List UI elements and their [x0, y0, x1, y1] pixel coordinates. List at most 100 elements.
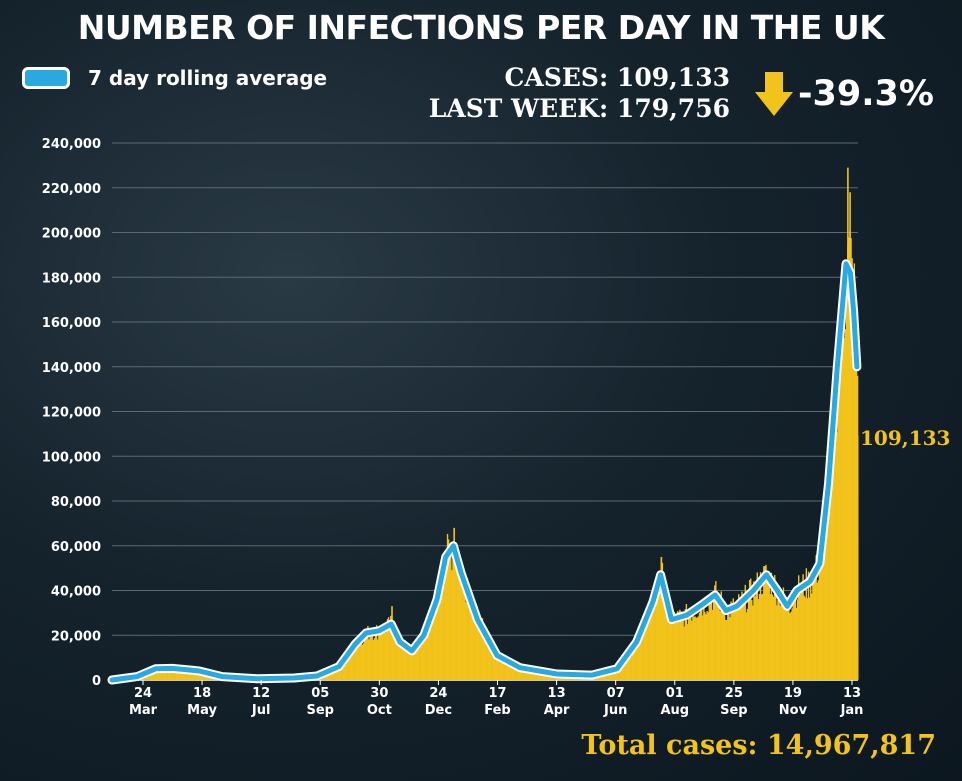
daily-case-bar — [738, 594, 740, 680]
daily-case-bar — [335, 667, 337, 680]
daily-case-bar — [735, 604, 738, 680]
daily-case-bar — [435, 592, 438, 680]
daily-case-bar — [179, 669, 182, 680]
daily-case-bar — [615, 670, 618, 680]
daily-case-bar — [393, 636, 395, 680]
daily-case-bar — [718, 595, 720, 680]
daily-case-bar — [343, 661, 345, 680]
daily-case-bar — [399, 645, 402, 680]
daily-case-bar — [755, 582, 757, 680]
daily-case-bar — [354, 650, 356, 680]
daily-case-bar — [853, 263, 856, 680]
daily-case-bar — [342, 660, 344, 680]
daily-case-bar — [697, 616, 700, 680]
daily-case-bar — [440, 588, 442, 680]
daily-case-bar — [338, 668, 341, 680]
daily-case-bar — [803, 595, 805, 680]
daily-case-bar — [470, 612, 473, 680]
daily-case-bar — [431, 604, 433, 680]
daily-case-bar — [476, 605, 478, 680]
x-tick-day: 12 — [252, 686, 270, 701]
daily-case-bar — [642, 635, 644, 680]
x-tick-month: Aug — [660, 703, 689, 718]
daily-case-bar — [807, 571, 810, 680]
daily-case-bar — [367, 626, 369, 680]
daily-case-bar — [675, 622, 678, 680]
daily-case-bar — [381, 634, 383, 680]
daily-case-bar — [528, 669, 531, 680]
daily-case-bar — [731, 602, 733, 680]
daily-case-bar — [659, 585, 661, 680]
daily-case-bar — [512, 664, 514, 680]
daily-case-bar — [489, 639, 491, 680]
daily-case-bar — [330, 671, 332, 680]
daily-case-bar — [353, 646, 355, 680]
daily-case-bar — [819, 567, 822, 680]
x-tick-month: Jun — [603, 703, 627, 718]
x-tick-day: 19 — [784, 686, 802, 701]
daily-case-bar — [669, 617, 671, 680]
daily-case-bar — [666, 587, 668, 680]
daily-case-bar — [800, 591, 802, 680]
daily-case-bar — [767, 575, 769, 680]
chart-title: NUMBER OF INFECTIONS PER DAY IN THE UK — [77, 8, 885, 47]
daily-case-bar — [634, 642, 636, 680]
daily-case-bar — [150, 671, 152, 680]
daily-case-bar — [404, 639, 406, 680]
daily-case-bar — [750, 578, 752, 680]
daily-case-bar — [667, 588, 669, 680]
daily-case-bar — [347, 651, 349, 680]
daily-case-bar — [746, 608, 749, 680]
daily-case-bar — [837, 384, 839, 680]
daily-case-bar — [671, 615, 673, 680]
daily-case-bar — [190, 670, 192, 680]
daily-case-bar — [662, 601, 665, 680]
daily-case-bar — [625, 660, 628, 680]
y-tick-label: 120,000 — [42, 406, 101, 421]
daily-case-bar — [694, 616, 696, 680]
daily-case-bar — [380, 632, 382, 680]
daily-case-bar — [513, 666, 515, 680]
x-tick-month: Dec — [425, 703, 452, 718]
daily-case-bar — [811, 593, 813, 680]
daily-case-bar — [414, 646, 416, 680]
daily-case-bar — [163, 669, 165, 680]
daily-case-bar — [843, 337, 846, 680]
daily-case-bar — [730, 601, 732, 680]
daily-case-bar — [635, 637, 637, 680]
daily-case-bar — [844, 328, 847, 680]
daily-case-bar — [439, 576, 441, 680]
daily-case-bar — [817, 580, 820, 680]
daily-case-bar — [348, 656, 351, 680]
x-tick-day: 13 — [548, 686, 566, 701]
daily-case-bar — [823, 517, 825, 680]
daily-case-bar — [751, 599, 753, 680]
daily-case-bar — [676, 611, 679, 680]
x-tick-month: Sep — [307, 703, 335, 718]
daily-case-bar — [714, 585, 716, 680]
legend-label: 7 day rolling average — [88, 66, 328, 90]
x-tick-day: 01 — [666, 686, 684, 701]
daily-case-bar — [516, 666, 519, 680]
daily-case-bar — [824, 512, 826, 680]
daily-case-bar — [703, 598, 705, 680]
daily-case-bar — [520, 668, 523, 680]
daily-case-bar — [486, 628, 488, 680]
daily-case-bar — [688, 615, 691, 680]
x-tick-day: 13 — [843, 686, 861, 701]
daily-case-bar — [371, 633, 373, 680]
daily-case-bar — [829, 458, 832, 680]
daily-case-bar — [423, 634, 426, 680]
daily-case-bar — [786, 597, 788, 680]
x-tick-day: 18 — [193, 686, 211, 701]
daily-case-bar — [638, 634, 641, 680]
daily-case-bar — [711, 609, 714, 680]
daily-case-bar — [855, 312, 858, 680]
daily-case-bar — [624, 657, 626, 680]
daily-case-bar — [422, 632, 425, 680]
daily-case-bar — [419, 646, 421, 680]
daily-case-bar — [156, 669, 159, 680]
daily-case-bar — [783, 599, 786, 680]
daily-case-bar — [526, 667, 528, 680]
